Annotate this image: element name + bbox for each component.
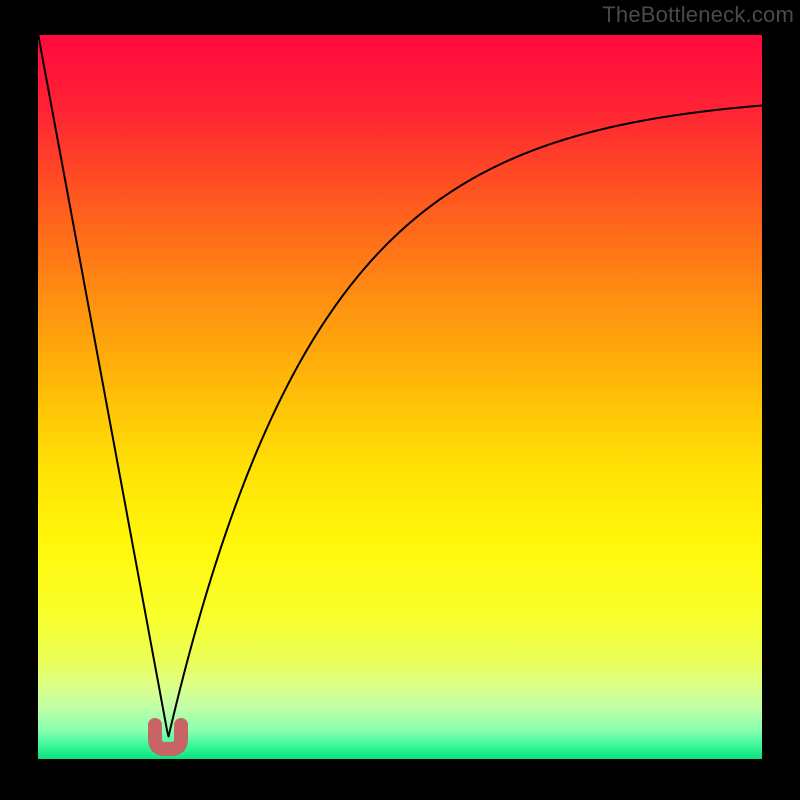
bottleneck-curve (38, 35, 762, 759)
plot-area (38, 35, 762, 759)
attribution-text: TheBottleneck.com (602, 2, 794, 28)
stage: TheBottleneck.com (0, 0, 800, 800)
bottleneck-curve-path (38, 35, 762, 736)
